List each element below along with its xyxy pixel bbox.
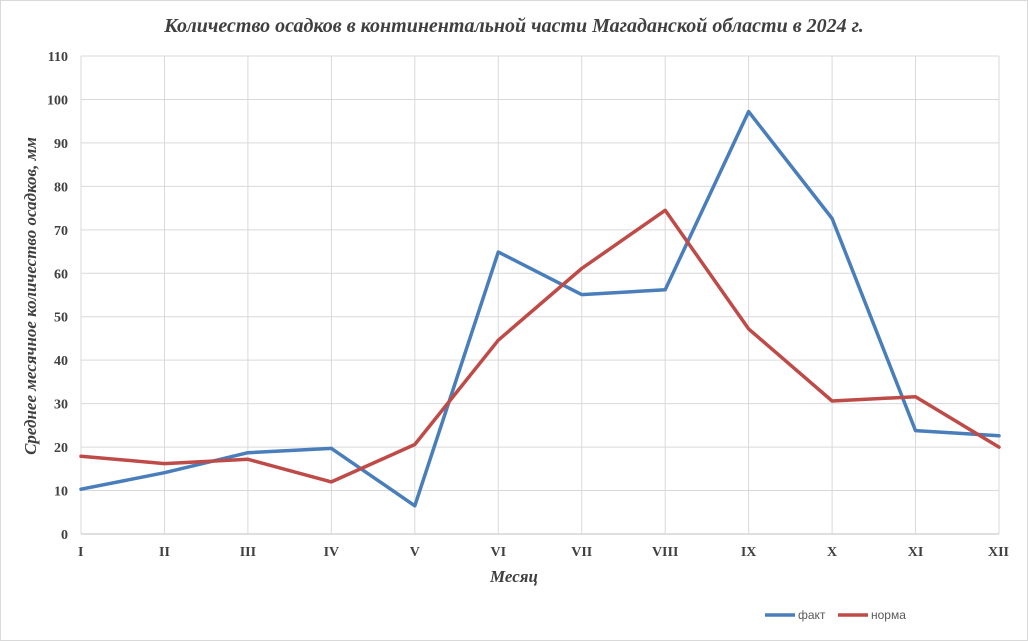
x-tick-label: I: [78, 545, 83, 560]
y-tick-label: 100: [47, 93, 68, 108]
x-tick-label: XI: [908, 545, 924, 560]
x-axis-title: Месяц: [489, 567, 538, 586]
y-axis-title: Среднее месячное количество осадков, мм: [21, 137, 40, 455]
series-lines: [79, 109, 1001, 508]
x-tick-label: VIII: [652, 545, 678, 560]
y-tick-label: 40: [54, 354, 68, 369]
y-tick-label: 0: [61, 528, 68, 543]
x-tick-label: V: [410, 545, 420, 560]
x-tick-label: VII: [571, 545, 592, 560]
series-line-2: [79, 208, 1001, 484]
x-tick-label: IV: [324, 545, 340, 560]
y-tick-label: 60: [54, 267, 68, 282]
legend-label: факт: [798, 608, 826, 622]
y-axis-ticks: 0 10 20 30 40 50 60 70 80 90 100 110: [47, 50, 68, 543]
y-tick-label: 110: [48, 50, 68, 65]
x-tick-label: III: [240, 545, 256, 560]
y-tick-label: 20: [54, 441, 68, 456]
x-tick-label: XII: [988, 545, 1009, 560]
legend-label: норма: [871, 608, 906, 622]
legend: факт норма: [765, 608, 906, 622]
x-axis-ticks: I II III IV V VI VII VIII IX X XI XII: [78, 545, 1009, 560]
x-tick-label: VI: [490, 545, 506, 560]
series-line-1: [79, 109, 1001, 508]
y-tick-label: 50: [54, 311, 68, 326]
y-tick-label: 30: [54, 398, 68, 413]
y-tick-label: 70: [54, 224, 68, 239]
y-tick-label: 90: [54, 137, 68, 152]
x-tick-label: IX: [741, 545, 757, 560]
x-tick-label: II: [159, 545, 170, 560]
y-tick-label: 10: [54, 485, 68, 500]
chart-title: Количество осадков в континентальной час…: [163, 15, 864, 37]
y-tick-label: 80: [54, 180, 68, 195]
x-tick-label: X: [827, 545, 837, 560]
